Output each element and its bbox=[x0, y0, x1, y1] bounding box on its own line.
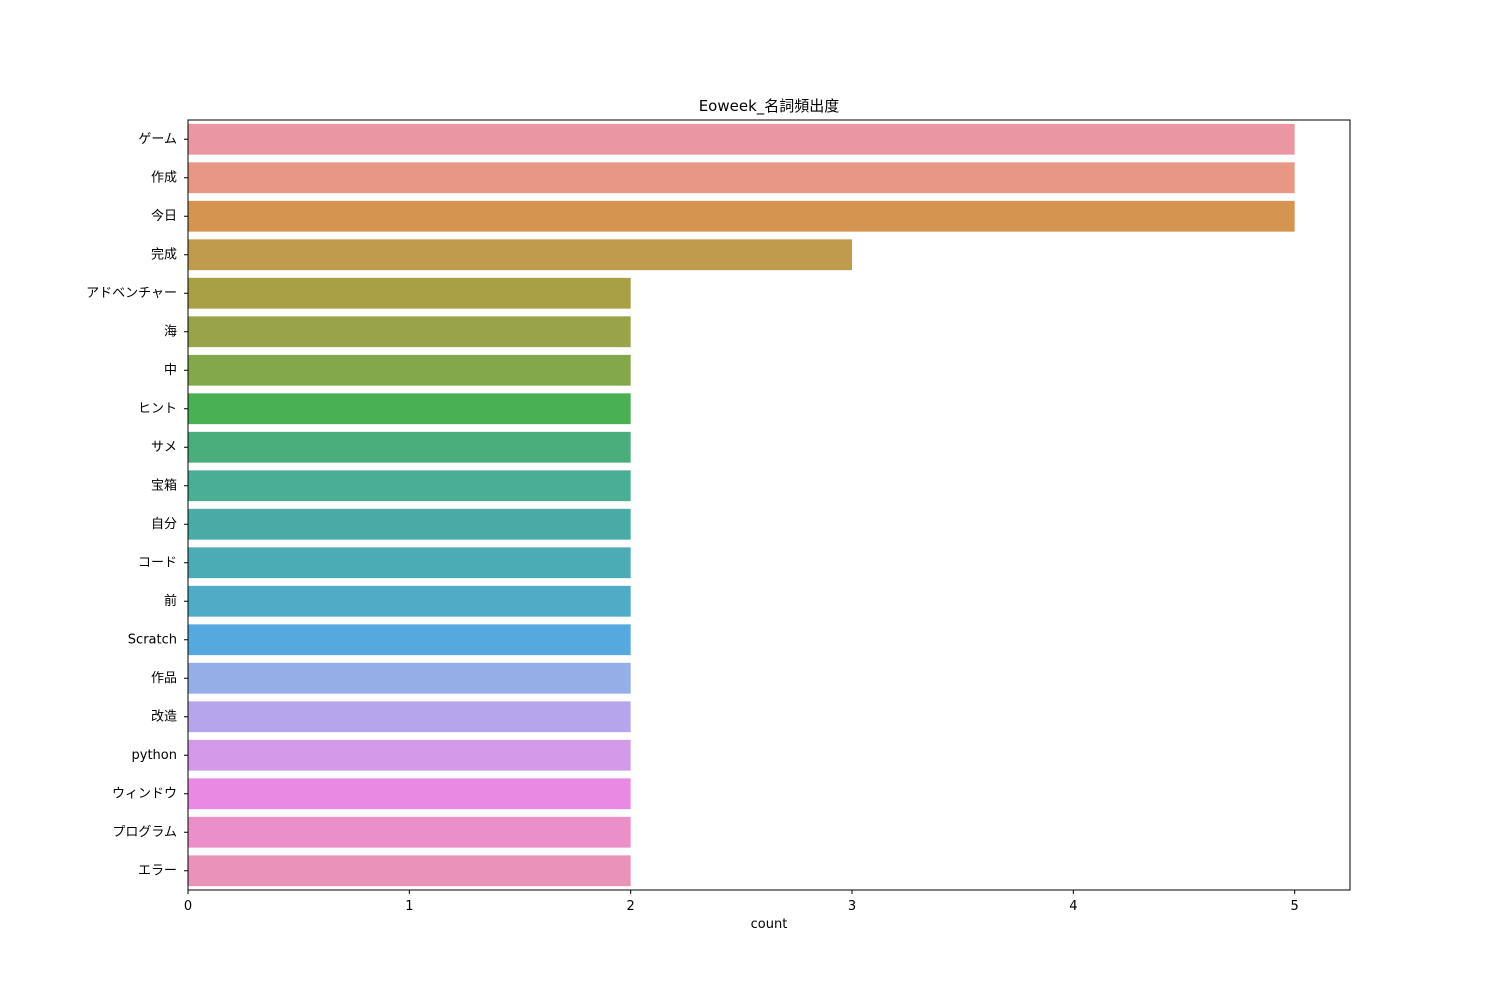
y-tick-label: 前 bbox=[164, 593, 177, 609]
y-tick-label: プログラム bbox=[112, 825, 177, 840]
bar-9 bbox=[188, 431, 631, 463]
x-tick-label: 4 bbox=[1069, 899, 1077, 914]
x-tick-label: 1 bbox=[405, 899, 413, 914]
y-tick-label: 海 bbox=[164, 324, 177, 339]
y-tick-label: ウィンドウ bbox=[112, 786, 177, 801]
bar-15 bbox=[188, 662, 631, 694]
bar-12 bbox=[188, 547, 631, 579]
bar-11 bbox=[188, 508, 631, 540]
y-tick-label: 自分 bbox=[151, 517, 177, 532]
y-tick-label: ゲーム bbox=[138, 132, 177, 147]
bar-3 bbox=[188, 200, 1295, 232]
bar-10 bbox=[188, 470, 631, 502]
bar-19 bbox=[188, 816, 631, 848]
y-tick-label: サメ bbox=[151, 440, 177, 455]
bar-13 bbox=[188, 585, 631, 617]
x-tick-label: 2 bbox=[627, 899, 635, 914]
bar-8 bbox=[188, 393, 631, 425]
y-tick-label: アドベンチャー bbox=[86, 286, 177, 301]
bar-2 bbox=[188, 162, 1295, 194]
y-tick-label: エラー bbox=[138, 863, 177, 878]
y-tick-label: 今日 bbox=[151, 208, 177, 224]
y-tick-label: 中 bbox=[164, 363, 177, 378]
x-tick-label: 0 bbox=[184, 899, 192, 914]
chart-title: Eoweek_名詞頻出度 bbox=[699, 97, 840, 116]
bar-6 bbox=[188, 316, 631, 348]
x-tick-label: 5 bbox=[1291, 899, 1299, 914]
x-ticks: 0 1 2 3 4 5 bbox=[184, 890, 1299, 914]
bar-14 bbox=[188, 624, 631, 656]
bar-18 bbox=[188, 778, 631, 810]
bar-4 bbox=[188, 239, 852, 271]
x-tick-label: 3 bbox=[848, 899, 856, 914]
y-tick-label: コード bbox=[138, 555, 177, 570]
y-tick-label: 宝箱 bbox=[151, 477, 177, 493]
y-tick-label: 完成 bbox=[151, 247, 177, 262]
bars-group bbox=[188, 123, 1295, 887]
bar-20 bbox=[188, 855, 631, 887]
bar-5 bbox=[188, 277, 631, 309]
bar-1 bbox=[188, 123, 1295, 155]
bar-16 bbox=[188, 701, 631, 733]
y-tick-label: python bbox=[132, 748, 177, 763]
y-tick-label: 改造 bbox=[151, 709, 177, 724]
y-tick-label: Scratch bbox=[128, 632, 177, 647]
bar-7 bbox=[188, 354, 631, 386]
y-tick-label: 作品 bbox=[151, 671, 177, 686]
y-tick-label: 作成 bbox=[151, 170, 177, 185]
bar-17 bbox=[188, 739, 631, 771]
x-axis-label: count bbox=[751, 917, 788, 932]
y-tick-label: ヒント bbox=[138, 401, 177, 416]
plot-frame bbox=[187, 119, 1351, 891]
